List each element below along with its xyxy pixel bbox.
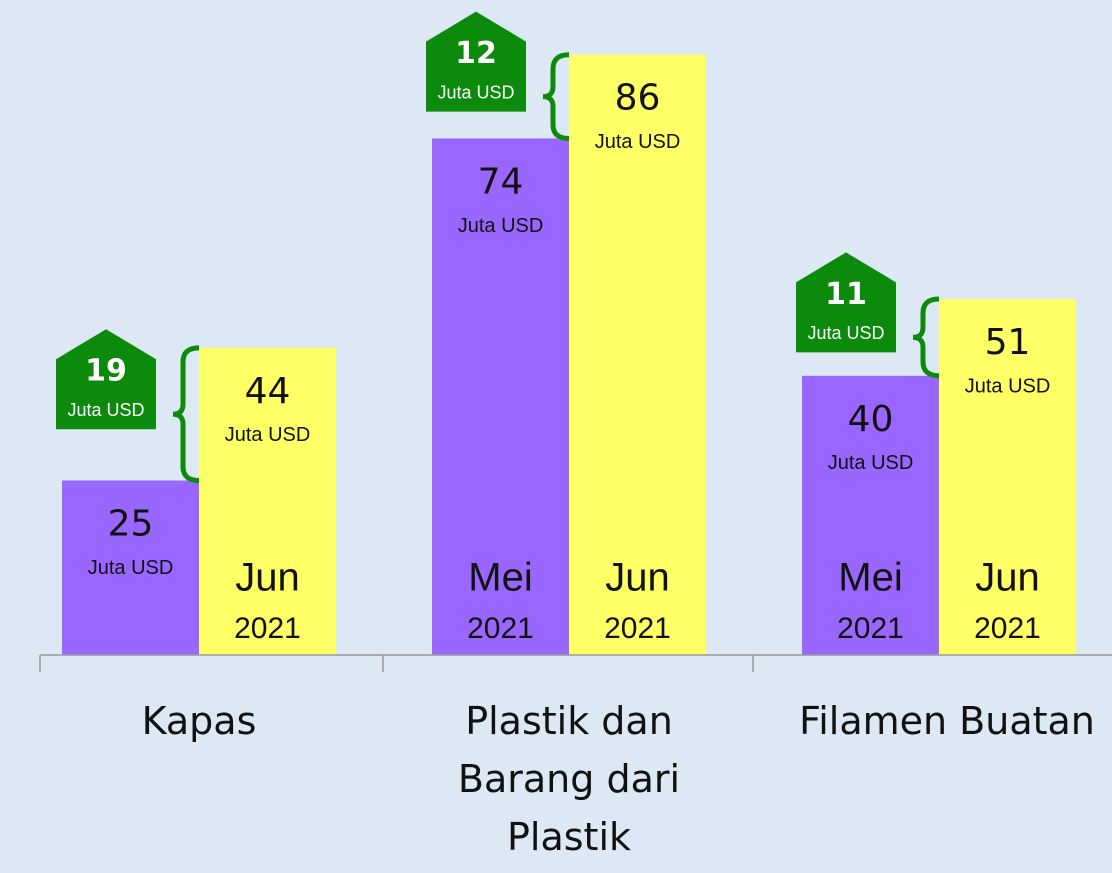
difference-label: 19 bbox=[85, 354, 127, 389]
value-unit: Juta USD bbox=[458, 215, 544, 237]
value-unit: Juta USD bbox=[595, 131, 681, 153]
value-label: 86 bbox=[615, 78, 661, 119]
value-unit: Juta USD bbox=[965, 375, 1051, 397]
difference-badge bbox=[426, 11, 526, 112]
bar bbox=[939, 299, 1076, 655]
bar bbox=[62, 480, 199, 655]
difference-label: 11 bbox=[825, 277, 867, 312]
difference-brace bbox=[542, 52, 570, 141]
difference-unit: Juta USD bbox=[807, 323, 884, 343]
category-label: Plastik dan Barang dari Plastik bbox=[457, 699, 681, 859]
series-year: 2021 bbox=[974, 612, 1041, 645]
difference-badge bbox=[56, 329, 156, 430]
difference-brace bbox=[912, 296, 940, 379]
category-label: Kapas bbox=[141, 699, 257, 743]
category-label: Filamen Buatan bbox=[799, 699, 1095, 743]
value-unit: Juta USD bbox=[88, 557, 174, 579]
difference-unit: Juta USD bbox=[67, 400, 144, 420]
difference-brace bbox=[172, 345, 200, 483]
value-label: 44 bbox=[245, 371, 291, 412]
series-name: Jun bbox=[975, 556, 1040, 600]
series-name: Jun bbox=[605, 556, 670, 600]
value-label: 51 bbox=[985, 322, 1031, 363]
value-label: 25 bbox=[108, 504, 154, 545]
value-label: 74 bbox=[478, 161, 524, 202]
bar bbox=[199, 347, 336, 655]
difference-label: 12 bbox=[455, 36, 497, 71]
series-year: 2021 bbox=[234, 612, 301, 645]
bar bbox=[802, 375, 939, 655]
series-year: 2021 bbox=[604, 612, 671, 645]
series-name: Mei bbox=[838, 556, 902, 600]
difference-badge bbox=[796, 252, 896, 353]
value-unit: Juta USD bbox=[225, 424, 311, 446]
series-year: 2021 bbox=[467, 612, 534, 645]
series-name: Jun bbox=[235, 556, 300, 600]
difference-unit: Juta USD bbox=[437, 82, 514, 102]
bar bbox=[432, 138, 569, 656]
bar bbox=[569, 54, 706, 656]
series-year: 2021 bbox=[837, 612, 904, 645]
value-label: 40 bbox=[848, 399, 894, 440]
series-name: Mei bbox=[468, 556, 532, 600]
value-unit: Juta USD bbox=[828, 452, 914, 474]
